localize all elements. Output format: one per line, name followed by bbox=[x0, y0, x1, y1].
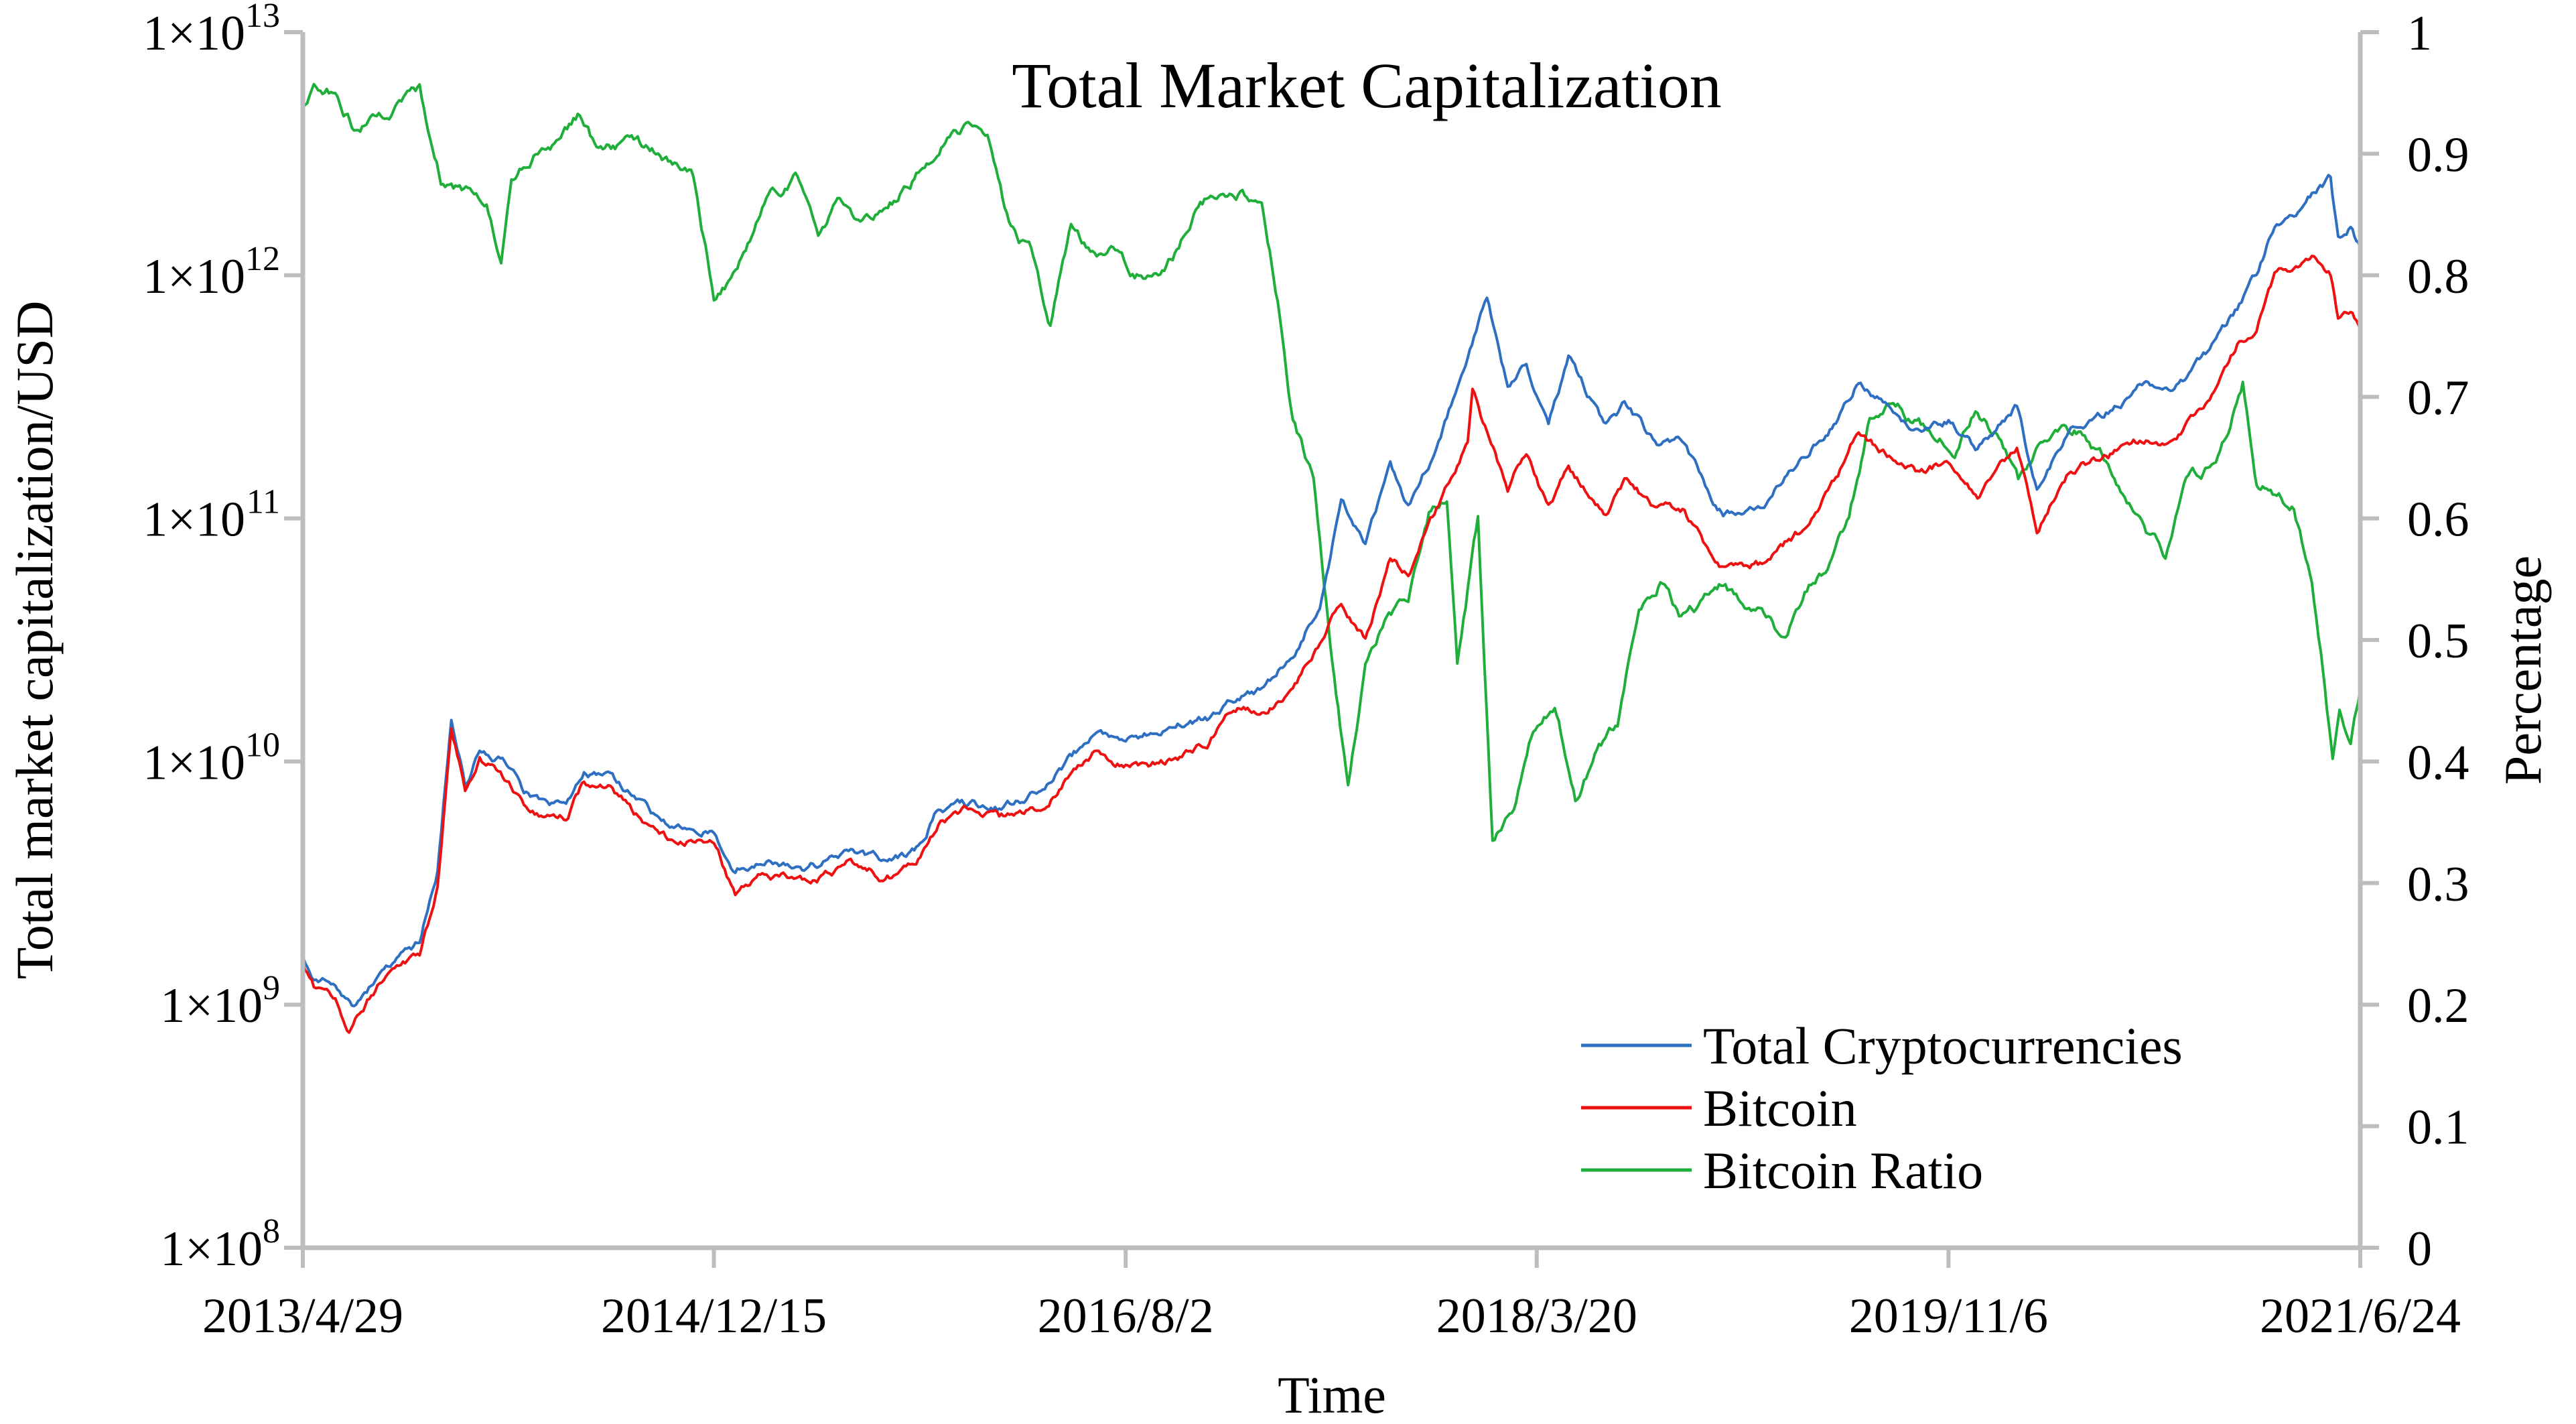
right-tick-label: 0.1 bbox=[2407, 1100, 2469, 1155]
chart-title: Total Market Capitalization bbox=[1012, 50, 1722, 121]
x-axis-ticks: 2013/4/29 2014/12/15 2016/8/2 2018/3/20 2019… bbox=[202, 1248, 2461, 1344]
x-tick-label: 2019/11/6 bbox=[1849, 1289, 2048, 1344]
left-tick-label: 1×10 bbox=[160, 978, 263, 1033]
right-axis-title: Percentage bbox=[2494, 556, 2552, 785]
legend-label: Total Cryptocurrencies bbox=[1703, 1017, 2183, 1075]
left-tick-exponent: 9 bbox=[263, 969, 280, 1007]
legend-label: Bitcoin bbox=[1703, 1079, 1857, 1137]
left-tick-exponent: 10 bbox=[245, 726, 280, 764]
right-tick-label: 0.4 bbox=[2407, 735, 2469, 790]
x-tick-label: 2016/8/2 bbox=[1038, 1289, 1214, 1344]
left-axis-title: Total market capitalization/USD bbox=[5, 301, 64, 980]
x-tick-label: 2018/3/20 bbox=[1436, 1289, 1637, 1344]
left-axis-ticks: 1×10 81×10 91×10 101×10 111×10 121×10 13 bbox=[143, 0, 303, 1277]
series-line-total-cryptocurrencies bbox=[301, 174, 2362, 1008]
right-tick-label: 0.8 bbox=[2407, 249, 2469, 304]
left-tick-label: 1×10 bbox=[143, 6, 245, 61]
legend-label: Bitcoin Ratio bbox=[1703, 1141, 1983, 1200]
left-tick-exponent: 12 bbox=[245, 240, 280, 278]
x-tick-label: 2013/4/29 bbox=[202, 1289, 403, 1344]
right-tick-label: 0 bbox=[2407, 1222, 2432, 1277]
series-line-bitcoin bbox=[301, 255, 2362, 1034]
left-tick-label: 1×10 bbox=[143, 493, 245, 547]
left-tick-label: 1×10 bbox=[143, 735, 245, 790]
series-line-bitcoin-ratio bbox=[301, 82, 2362, 842]
x-tick-label: 2014/12/15 bbox=[601, 1289, 827, 1344]
right-tick-label: 0.2 bbox=[2407, 978, 2469, 1033]
x-tick-label: 2021/6/24 bbox=[2260, 1289, 2461, 1344]
right-tick-label: 0.9 bbox=[2407, 127, 2469, 182]
left-tick-exponent: 11 bbox=[247, 483, 280, 521]
right-tick-label: 1 bbox=[2407, 6, 2432, 61]
right-tick-label: 0.3 bbox=[2407, 857, 2469, 912]
right-axis-ticks: 0 0.1 0.2 0.3 0.4 0.5 0.6 0.7 0.8 0.9 1 bbox=[2360, 6, 2469, 1277]
left-tick-label: 1×10 bbox=[143, 249, 245, 304]
right-tick-label: 0.6 bbox=[2407, 493, 2469, 547]
left-tick-exponent: 8 bbox=[263, 1212, 280, 1250]
right-tick-label: 0.5 bbox=[2407, 614, 2469, 669]
right-tick-label: 0.7 bbox=[2407, 371, 2469, 426]
left-tick-label: 1×10 bbox=[160, 1222, 263, 1277]
series-layer bbox=[301, 82, 2362, 1034]
x-axis-title: Time bbox=[1278, 1366, 1386, 1424]
left-tick-exponent: 13 bbox=[245, 0, 280, 35]
